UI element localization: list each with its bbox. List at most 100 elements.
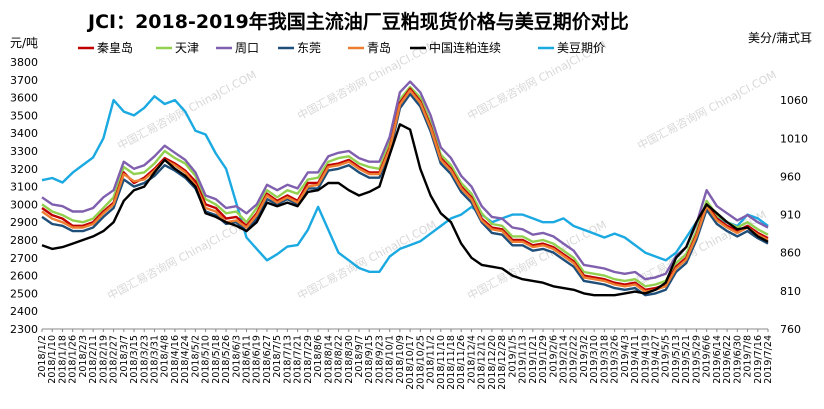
series-line bbox=[41, 89, 769, 293]
x-tick-label: 2019/1/21 bbox=[528, 335, 539, 384]
x-tick-label: 2018/7/5 bbox=[272, 335, 283, 378]
x-tick-label: 2018/12/12 bbox=[477, 335, 488, 390]
x-tick-label: 2019/7/8 bbox=[743, 335, 754, 378]
x-tick-label: 2018/2/27 bbox=[109, 335, 120, 384]
x-tick-label: 2019/7/16 bbox=[753, 335, 764, 384]
x-tick-label: 2019/5/21 bbox=[681, 335, 692, 384]
y-left-tick-label: 2400 bbox=[10, 305, 38, 318]
y-right-tick-label: 1010 bbox=[780, 132, 808, 145]
legend-label: 中国连粕连续 bbox=[429, 40, 501, 55]
x-tick-label: 2019/5/13 bbox=[671, 335, 682, 384]
legend-label: 秦皇岛 bbox=[97, 40, 133, 55]
y-left-tick-label: 2700 bbox=[10, 252, 38, 265]
x-tick-label: 2018/5/18 bbox=[211, 335, 222, 384]
x-tick-label: 2019/6/6 bbox=[702, 335, 713, 378]
y-left-tick-label: 3200 bbox=[10, 163, 38, 176]
series-line bbox=[41, 95, 769, 273]
y-right-tick-label: 960 bbox=[780, 170, 801, 183]
x-tick-label: 2019/6/30 bbox=[732, 335, 743, 384]
x-tick-label: 2019/3/18 bbox=[599, 335, 610, 384]
x-tick-label: 2018/2/11 bbox=[88, 335, 99, 384]
x-tick-label: 2018/12/28 bbox=[497, 335, 508, 390]
x-tick-label: 2018/10/25 bbox=[415, 335, 426, 390]
y-left-tick-label: 2900 bbox=[10, 216, 38, 229]
legend-label: 天津 bbox=[175, 41, 199, 55]
x-tick-label: 2019/2/6 bbox=[548, 335, 559, 378]
y-right-tick-label: 910 bbox=[780, 209, 801, 222]
x-tick-label: 2018/8/6 bbox=[313, 335, 324, 378]
x-tick-label: 2019/4/19 bbox=[640, 335, 651, 384]
x-tick-label: 2019/2/14 bbox=[558, 335, 569, 384]
x-tick-label: 2018/3/31 bbox=[149, 335, 160, 384]
x-tick-label: 2019/2/22 bbox=[569, 335, 580, 384]
x-tick-label: 2019/6/22 bbox=[722, 335, 733, 384]
y-right-tick-label: 860 bbox=[780, 247, 801, 260]
axes: 2300 2400 2500 2600 2700 2800 2900 3000 3100 3200… bbox=[10, 56, 808, 390]
x-tick-label: 2018/3/23 bbox=[139, 335, 150, 384]
x-tick-label: 2018/11/26 bbox=[456, 335, 467, 390]
x-tick-label: 2018/6/19 bbox=[252, 335, 263, 384]
legend: 秦皇岛 天津 周口 东莞 青岛 中国连粕连续 美豆期价 bbox=[78, 40, 605, 55]
x-tick-label: 2019/6/14 bbox=[712, 335, 723, 384]
series-layer bbox=[41, 80, 769, 297]
x-tick-label: 2018/4/16 bbox=[170, 335, 181, 384]
x-tick-label: 2018/11/2 bbox=[426, 335, 437, 384]
left-axis-unit: 元/吨 bbox=[10, 36, 38, 50]
legend-label: 周口 bbox=[235, 41, 259, 55]
legend-label: 美豆期价 bbox=[557, 41, 605, 55]
x-tick-label: 2018/1/26 bbox=[68, 335, 79, 384]
y-left-tick-label: 3500 bbox=[10, 109, 38, 122]
right-axis-unit: 美分/蒲式耳 bbox=[748, 31, 812, 45]
watermark-text: 中国汇易咨询网 ChinaJCI.COM bbox=[295, 217, 439, 302]
x-tick-label: 2018/10/9 bbox=[395, 335, 406, 384]
series-line bbox=[41, 123, 769, 297]
x-tick-label: 2018/6/27 bbox=[262, 335, 273, 384]
x-tick-label: 2018/9/23 bbox=[374, 335, 385, 384]
x-tick-label: 2018/11/10 bbox=[436, 335, 447, 390]
y-left-tick-label: 3400 bbox=[10, 127, 38, 140]
x-tick-label: 2018/8/14 bbox=[323, 335, 334, 384]
y-right-tick-label: 810 bbox=[780, 285, 801, 298]
y-left-tick-label: 3000 bbox=[10, 198, 38, 211]
x-tick-label: 2018/4/8 bbox=[160, 335, 171, 378]
x-tick-label: 2019/3/10 bbox=[589, 335, 600, 384]
y-left-tick-label: 2500 bbox=[10, 287, 38, 300]
x-tick-label: 2018/7/29 bbox=[303, 335, 314, 384]
y-right-tick-label: 760 bbox=[780, 323, 801, 336]
y-left-tick-label: 3700 bbox=[10, 74, 38, 87]
series-line bbox=[41, 85, 769, 288]
x-tick-label: 2018/4/24 bbox=[180, 335, 191, 384]
x-tick-label: 2018/1/2 bbox=[37, 335, 48, 378]
x-tick-label: 2018/12/20 bbox=[487, 335, 498, 390]
y-left-tick-label: 3800 bbox=[10, 56, 38, 69]
x-tick-label: 2019/5/5 bbox=[661, 335, 672, 378]
series-line bbox=[41, 80, 769, 281]
x-tick-label: 2018/3/7 bbox=[119, 335, 130, 378]
x-tick-label: 2019/3/2 bbox=[579, 335, 590, 378]
y-left-tick-label: 3100 bbox=[10, 181, 38, 194]
x-tick-label: 2018/5/26 bbox=[221, 335, 232, 384]
y-left-tick-label: 2600 bbox=[10, 270, 38, 283]
x-tick-label: 2018/6/11 bbox=[242, 335, 253, 384]
y-left-tick-label: 2300 bbox=[10, 323, 38, 336]
x-tick-label: 2019/4/27 bbox=[651, 335, 662, 384]
x-tick-label: 2019/4/11 bbox=[630, 335, 641, 384]
x-tick-label: 2019/1/5 bbox=[507, 335, 518, 378]
series-line bbox=[41, 87, 769, 291]
legend-label: 青岛 bbox=[367, 40, 391, 55]
x-tick-label: 2018/5/10 bbox=[201, 335, 212, 384]
x-tick-label: 2018/10/1 bbox=[385, 335, 396, 384]
y-right-tick-label: 1060 bbox=[780, 94, 808, 107]
x-tick-label: 2018/6/3 bbox=[231, 335, 242, 378]
y-left-tick-label: 3300 bbox=[10, 145, 38, 158]
x-tick-label: 2018/11/18 bbox=[446, 335, 457, 390]
x-tick-label: 2019/3/26 bbox=[610, 335, 621, 384]
x-tick-label: 2018/7/13 bbox=[282, 335, 293, 384]
x-tick-label: 2019/7/24 bbox=[763, 335, 774, 384]
x-tick-label: 2018/7/21 bbox=[293, 335, 304, 384]
x-tick-label: 2018/2/19 bbox=[98, 335, 109, 384]
chart-title: JCI：2018-2019年我国主流油厂豆粕现货价格与美豆期价对比 bbox=[86, 10, 629, 33]
y-left-tick-label: 2800 bbox=[10, 234, 38, 247]
